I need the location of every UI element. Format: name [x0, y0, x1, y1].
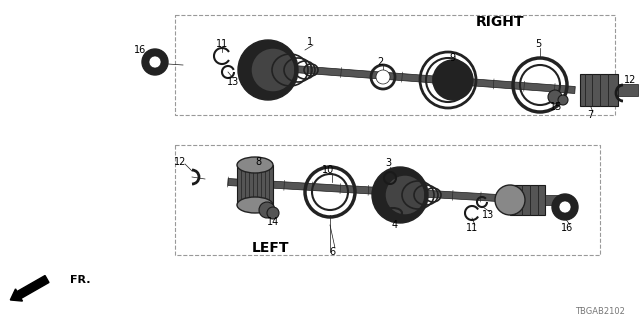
Text: 11: 11 [466, 223, 478, 233]
Text: 14: 14 [267, 217, 279, 227]
Text: 15: 15 [550, 102, 562, 112]
Ellipse shape [433, 60, 473, 100]
Text: 13: 13 [227, 77, 239, 87]
Ellipse shape [495, 185, 525, 215]
Ellipse shape [267, 207, 279, 219]
Ellipse shape [552, 194, 578, 220]
Bar [237, 165, 273, 205]
Text: 8: 8 [255, 157, 261, 167]
Ellipse shape [559, 201, 571, 213]
Bar [618, 84, 638, 96]
Text: 7: 7 [587, 110, 593, 120]
Text: FR.: FR. [70, 275, 90, 285]
Bar [510, 185, 545, 215]
Bar [545, 195, 570, 205]
Ellipse shape [259, 202, 275, 218]
Bar [580, 74, 618, 106]
Text: 9: 9 [449, 53, 455, 63]
Ellipse shape [237, 197, 273, 213]
Text: RIGHT: RIGHT [476, 15, 524, 29]
Text: 11: 11 [216, 39, 228, 49]
Ellipse shape [558, 95, 568, 105]
Ellipse shape [376, 70, 390, 84]
Text: 2: 2 [377, 57, 383, 67]
Text: TBGAB2102: TBGAB2102 [575, 308, 625, 316]
FancyArrow shape [10, 276, 49, 301]
Ellipse shape [142, 49, 168, 75]
Ellipse shape [149, 56, 161, 68]
Text: 16: 16 [134, 45, 146, 55]
Text: 6: 6 [329, 247, 335, 257]
Ellipse shape [372, 167, 428, 223]
Text: 13: 13 [482, 210, 494, 220]
Text: 12: 12 [174, 157, 186, 167]
Text: 4: 4 [392, 220, 398, 230]
Ellipse shape [548, 90, 562, 104]
Text: LEFT: LEFT [252, 241, 289, 255]
Text: 10: 10 [322, 165, 334, 175]
Text: 1: 1 [307, 37, 313, 47]
Text: 16: 16 [561, 223, 573, 233]
Ellipse shape [237, 157, 273, 173]
Polygon shape [228, 179, 565, 205]
Text: 3: 3 [385, 158, 391, 168]
Ellipse shape [238, 40, 298, 100]
Ellipse shape [251, 48, 295, 92]
Text: 5: 5 [535, 39, 541, 49]
Text: 12: 12 [624, 75, 636, 85]
Ellipse shape [385, 175, 425, 215]
Polygon shape [280, 65, 575, 93]
